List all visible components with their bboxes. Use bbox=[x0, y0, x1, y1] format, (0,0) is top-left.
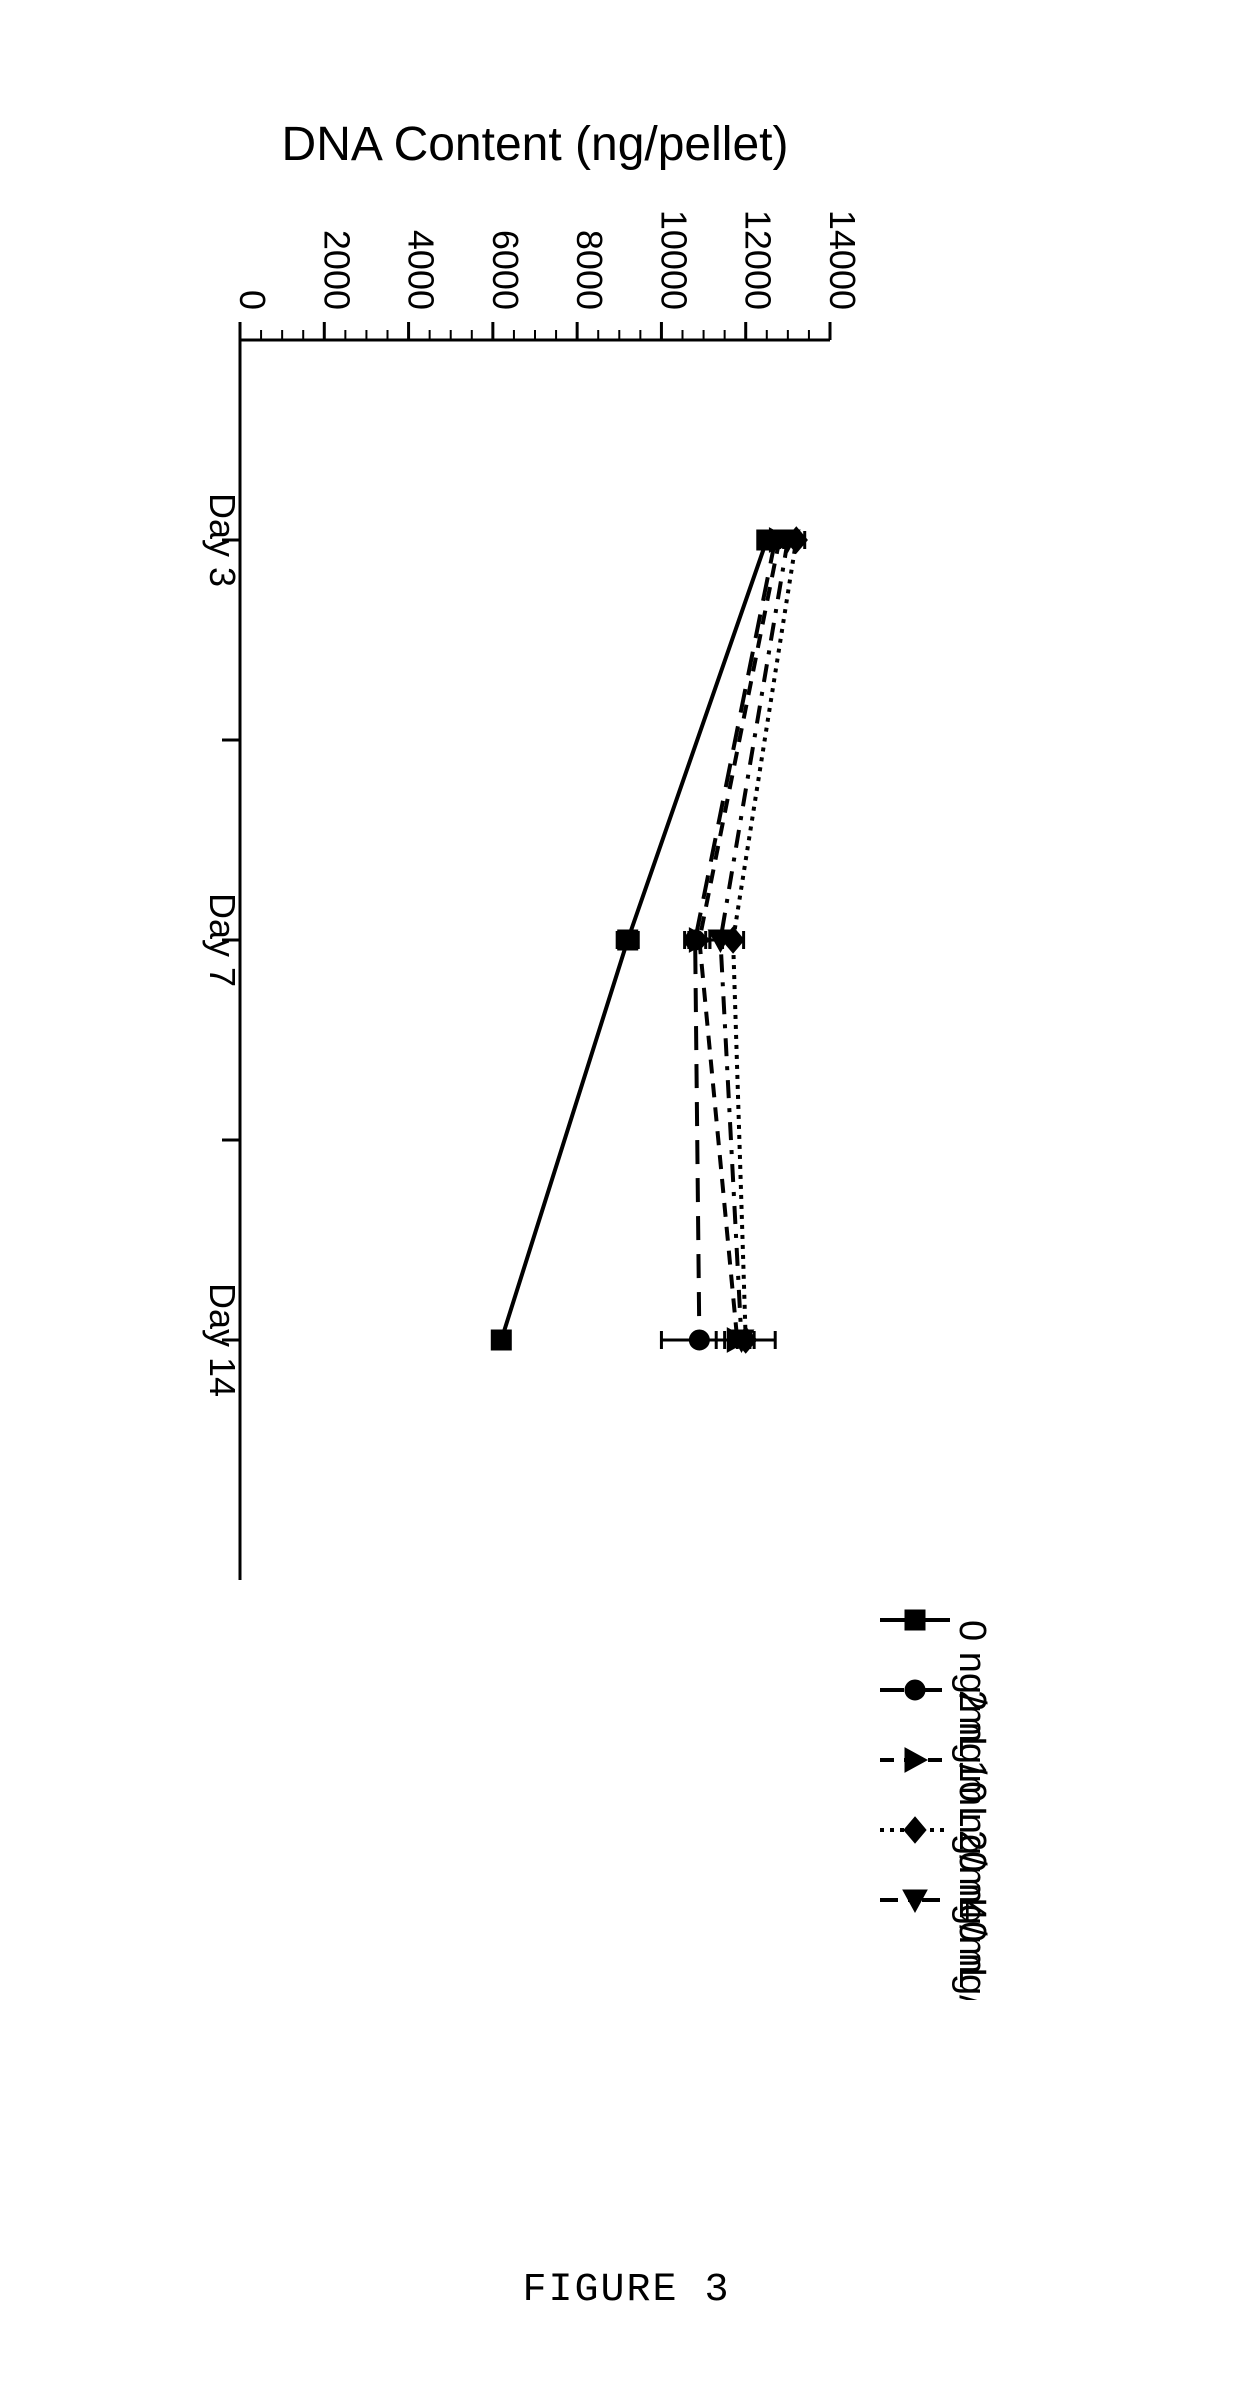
svg-text:4000: 4000 bbox=[401, 230, 442, 310]
svg-text:14000: 14000 bbox=[822, 210, 863, 310]
chart-container: 0 2000 4000 6000 8000 10000 12000 14000 DNA Cont… bbox=[180, 100, 1080, 2000]
figure-label: FIGURE 3 bbox=[522, 2268, 730, 2313]
line-chart: 0 2000 4000 6000 8000 10000 12000 14000 DNA Cont… bbox=[180, 100, 1080, 2000]
svg-text:8000: 8000 bbox=[569, 230, 610, 310]
svg-text:2000: 2000 bbox=[316, 230, 357, 310]
svg-text:Day 7: Day 7 bbox=[202, 893, 243, 987]
svg-text:DNA Content (ng/pellet): DNA Content (ng/pellet) bbox=[282, 118, 789, 171]
svg-text:0: 0 bbox=[232, 290, 273, 310]
svg-text:Day 3: Day 3 bbox=[202, 493, 243, 587]
svg-text:Day 14: Day 14 bbox=[202, 1283, 243, 1397]
svg-text:12000: 12000 bbox=[738, 210, 779, 310]
svg-text:10000: 10000 bbox=[653, 210, 694, 310]
svg-text:6000: 6000 bbox=[485, 230, 526, 310]
legend-label: 40 ng/mL bbox=[951, 1900, 993, 2000]
